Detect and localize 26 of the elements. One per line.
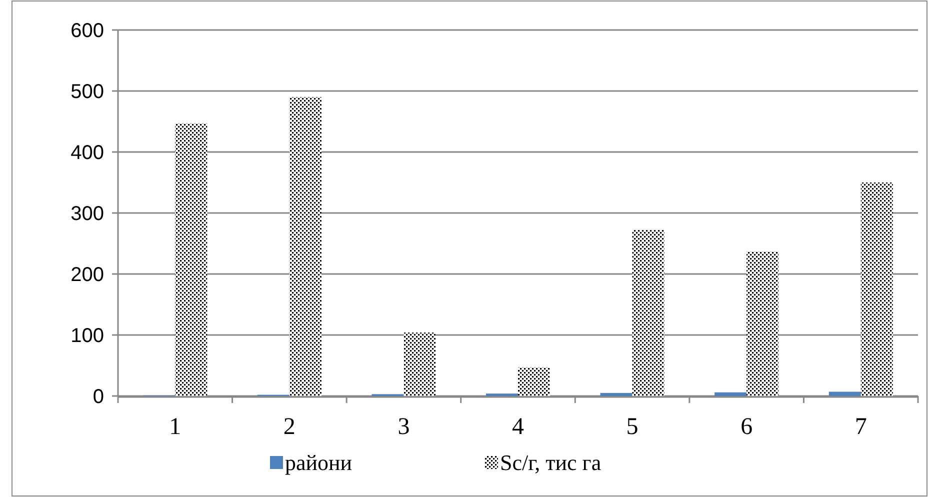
bar xyxy=(828,392,861,396)
bar xyxy=(600,392,632,396)
x-tick-label: 7 xyxy=(854,414,867,440)
legend-label: райони xyxy=(285,450,352,475)
bar xyxy=(714,392,747,396)
bar xyxy=(404,332,436,396)
bar xyxy=(746,251,779,396)
bar xyxy=(860,182,893,396)
legend-label: Sc/г, тис га xyxy=(500,450,602,475)
bar xyxy=(175,123,208,396)
x-tick-label: 6 xyxy=(740,414,753,440)
y-tick-label: 0 xyxy=(92,386,104,408)
x-tick-label: 4 xyxy=(512,414,524,440)
bar xyxy=(518,367,550,396)
y-tick-label: 100 xyxy=(70,325,104,347)
y-tick-label: 300 xyxy=(70,203,104,225)
bar xyxy=(289,97,322,396)
bar xyxy=(632,230,664,396)
y-tick-label: 200 xyxy=(70,264,104,286)
y-tick-label: 500 xyxy=(70,81,104,103)
x-tick-label: 3 xyxy=(398,414,410,440)
x-tick-label: 2 xyxy=(283,414,296,440)
x-tick-label: 1 xyxy=(169,414,182,440)
y-tick-label: 600 xyxy=(70,20,104,42)
y-tick-label: 400 xyxy=(70,142,104,164)
x-tick-label: 5 xyxy=(626,414,638,440)
